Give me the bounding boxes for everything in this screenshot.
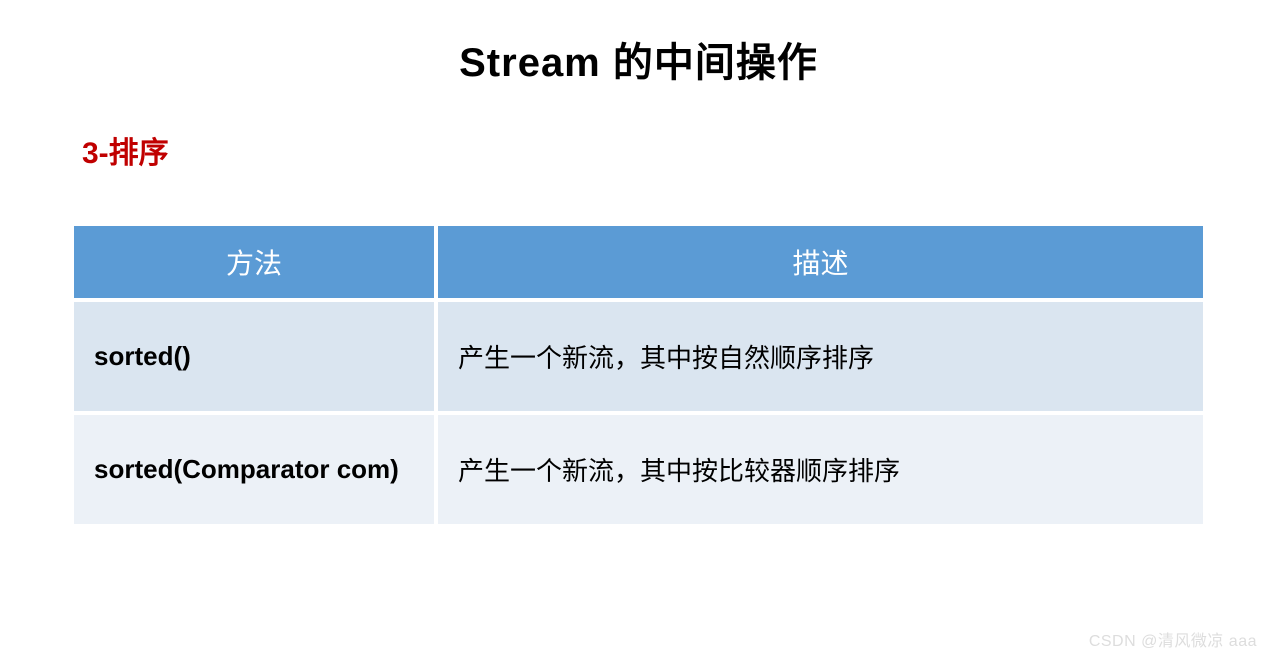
- watermark-text: CSDN @清风微凉 aaa: [1089, 627, 1257, 651]
- table-row: sorted() 产生一个新流，其中按自然顺序排序: [74, 302, 1203, 411]
- section-subtitle: 3-排序: [82, 128, 1207, 172]
- table-row: sorted(Comparator com) 产生一个新流，其中按比较器顺序排序: [74, 415, 1203, 524]
- table-header-row: 方法 描述: [74, 226, 1203, 298]
- methods-table: 方法 描述 sorted() 产生一个新流，其中按自然顺序排序 sorted(C…: [70, 222, 1207, 528]
- cell-desc: 产生一个新流，其中按自然顺序排序: [438, 302, 1203, 411]
- page-title: Stream 的中间操作: [70, 30, 1207, 88]
- cell-method: sorted(Comparator com): [74, 415, 434, 524]
- col-header-desc: 描述: [438, 226, 1203, 298]
- col-header-method: 方法: [74, 226, 434, 298]
- cell-desc: 产生一个新流，其中按比较器顺序排序: [438, 415, 1203, 524]
- cell-method: sorted(): [74, 302, 434, 411]
